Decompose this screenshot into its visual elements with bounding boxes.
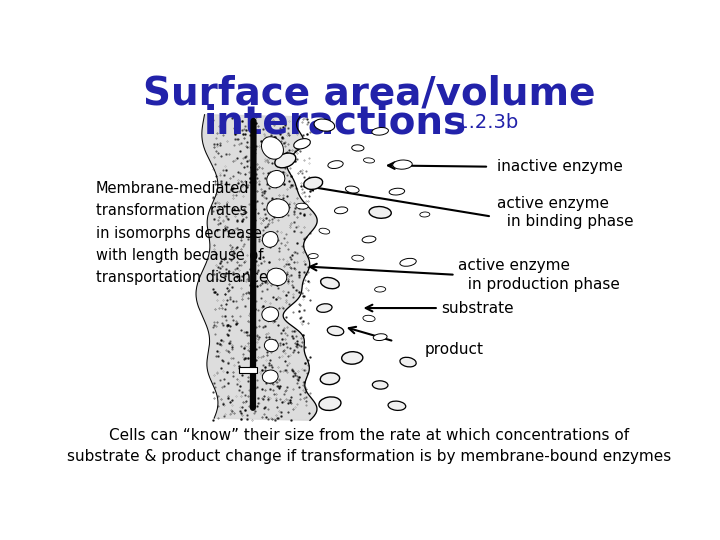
- Ellipse shape: [364, 158, 374, 163]
- Text: interactions: interactions: [204, 103, 467, 141]
- Ellipse shape: [262, 307, 279, 321]
- Ellipse shape: [319, 397, 341, 410]
- Ellipse shape: [262, 370, 278, 383]
- Ellipse shape: [267, 268, 287, 286]
- Text: active enzyme
  in binding phase: active enzyme in binding phase: [498, 195, 634, 229]
- Ellipse shape: [275, 153, 296, 168]
- Ellipse shape: [373, 334, 387, 341]
- Text: Membrane-mediated
transformation rates
in isomorphs decrease
with length because: Membrane-mediated transformation rates i…: [96, 181, 268, 285]
- Ellipse shape: [369, 206, 391, 218]
- Text: 1.2.3b: 1.2.3b: [450, 113, 518, 132]
- Ellipse shape: [317, 304, 332, 312]
- Ellipse shape: [308, 254, 318, 259]
- Ellipse shape: [346, 186, 359, 193]
- Ellipse shape: [372, 381, 388, 389]
- Ellipse shape: [363, 315, 375, 322]
- Text: Surface area/volume: Surface area/volume: [143, 75, 595, 113]
- Ellipse shape: [388, 401, 406, 410]
- Ellipse shape: [374, 287, 386, 292]
- Text: active enzyme
  in production phase: active enzyme in production phase: [459, 258, 620, 292]
- Ellipse shape: [314, 119, 335, 131]
- Ellipse shape: [389, 188, 405, 195]
- Ellipse shape: [392, 160, 413, 169]
- Ellipse shape: [362, 236, 376, 243]
- Ellipse shape: [400, 258, 416, 266]
- Ellipse shape: [342, 352, 363, 364]
- Ellipse shape: [319, 228, 330, 234]
- Text: substrate: substrate: [441, 301, 514, 315]
- Ellipse shape: [320, 278, 339, 289]
- Ellipse shape: [328, 161, 343, 168]
- Ellipse shape: [372, 127, 389, 135]
- Ellipse shape: [304, 177, 323, 190]
- Text: inactive enzyme: inactive enzyme: [498, 159, 624, 174]
- Ellipse shape: [267, 171, 285, 188]
- FancyBboxPatch shape: [239, 367, 257, 373]
- Ellipse shape: [420, 212, 430, 217]
- Text: Cells can “know” their size from the rate at which concentrations of
substrate &: Cells can “know” their size from the rat…: [67, 428, 671, 464]
- Ellipse shape: [328, 326, 343, 336]
- Text: product: product: [425, 342, 484, 357]
- Ellipse shape: [351, 145, 364, 151]
- Ellipse shape: [352, 255, 364, 261]
- Ellipse shape: [296, 203, 308, 209]
- Ellipse shape: [267, 199, 289, 218]
- Ellipse shape: [261, 137, 284, 159]
- Ellipse shape: [262, 232, 278, 247]
- Polygon shape: [196, 114, 318, 420]
- Ellipse shape: [264, 339, 279, 352]
- Ellipse shape: [335, 207, 348, 214]
- Ellipse shape: [320, 373, 340, 384]
- Ellipse shape: [294, 139, 310, 149]
- Ellipse shape: [400, 357, 416, 367]
